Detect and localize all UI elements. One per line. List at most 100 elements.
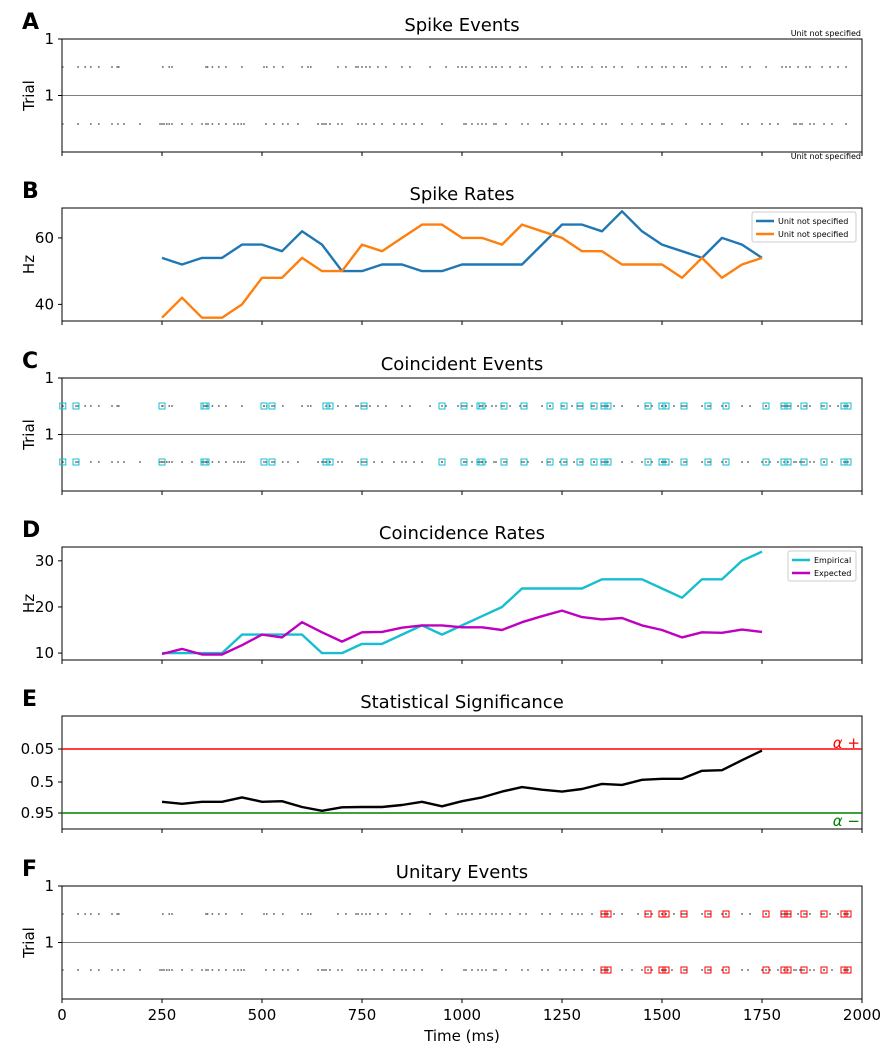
spike-mark	[541, 123, 543, 125]
x-tick-label: 1000	[443, 1006, 481, 1024]
spike-mark	[445, 913, 447, 915]
spike-mark	[361, 461, 363, 463]
spike-mark	[571, 913, 573, 915]
spike-mark	[843, 405, 845, 407]
spike-mark	[621, 913, 623, 915]
spike-mark	[211, 405, 214, 407]
x-tick-label: 0	[57, 1006, 67, 1024]
spike-mark	[721, 969, 723, 971]
spike-mark	[409, 913, 411, 915]
coincidence-marker	[604, 458, 612, 466]
spike-mark	[263, 66, 265, 68]
spike-mark	[413, 969, 415, 971]
unitary-event-marker	[704, 910, 712, 918]
spike-mark	[783, 405, 785, 407]
spike-mark	[665, 461, 667, 463]
spike-mark	[317, 123, 319, 125]
spike-mark	[116, 66, 119, 68]
spike-mark	[365, 66, 367, 68]
spike-mark	[111, 461, 113, 463]
spike-mark	[211, 123, 214, 125]
spike-mark	[795, 969, 797, 971]
spike-mark	[685, 913, 687, 915]
spike-mark	[681, 913, 683, 915]
spike-mark	[645, 913, 647, 915]
panel-letter: C	[22, 349, 38, 374]
unitary-event-marker	[644, 910, 652, 918]
coincidence-marker	[500, 402, 508, 410]
spike-mark	[505, 123, 507, 125]
spike-mark	[671, 123, 673, 125]
spike-mark	[77, 123, 79, 125]
spike-mark	[605, 913, 607, 915]
spike-mark	[393, 123, 395, 125]
spike-mark	[373, 123, 375, 125]
spike-mark	[385, 66, 387, 68]
spike-mark	[163, 969, 165, 971]
spike-mark	[809, 123, 811, 125]
coincidence-marker	[438, 402, 446, 410]
spike-mark	[637, 913, 639, 915]
spike-mark	[661, 66, 663, 68]
unitary-event-marker	[722, 966, 730, 974]
spike-mark	[161, 405, 163, 407]
spike-mark	[117, 123, 119, 125]
spike-mark	[171, 123, 173, 125]
spike-mark	[401, 66, 403, 68]
spike-mark	[803, 969, 805, 971]
spike-mark	[605, 123, 607, 125]
spike-mark	[117, 461, 119, 463]
spike-mark	[381, 461, 383, 463]
series-line-2	[161, 223, 763, 319]
spike-mark	[787, 461, 789, 463]
spike-mark	[565, 123, 567, 125]
spike-mark	[519, 66, 521, 68]
spike-mark	[323, 461, 325, 463]
spike-mark	[781, 405, 783, 407]
spike-mark	[651, 405, 653, 407]
spike-mark	[601, 913, 603, 915]
legend-box	[751, 211, 857, 243]
spike-mark	[685, 461, 687, 463]
spike-mark	[805, 405, 807, 407]
coincidence-marker	[326, 402, 334, 410]
series-line-2	[161, 609, 763, 656]
spike-mark	[207, 461, 209, 463]
spike-mark	[601, 461, 603, 463]
spike-mark	[685, 405, 687, 407]
spike-mark	[471, 461, 473, 463]
spike-mark	[159, 969, 161, 971]
unitary-event-marker	[644, 966, 652, 974]
spike-mark	[799, 123, 801, 125]
spike-mark	[803, 405, 805, 407]
spike-mark	[769, 461, 771, 463]
coincidence-marker	[658, 402, 666, 410]
coincidence-marker	[360, 458, 368, 466]
spike-mark	[463, 461, 465, 463]
spike-mark	[683, 969, 685, 971]
spike-mark	[641, 969, 643, 971]
coincidence-marker	[662, 402, 670, 410]
spike-mark	[357, 461, 359, 463]
spike-mark	[559, 461, 561, 463]
unitary-event-marker	[820, 910, 828, 918]
spike-mark	[297, 969, 299, 971]
coincidence-marker	[322, 458, 330, 466]
spike-mark	[421, 461, 423, 463]
spike-mark	[493, 461, 495, 463]
spike-mark	[241, 66, 243, 68]
spike-mark	[116, 913, 119, 915]
spike-mark	[369, 405, 371, 407]
spike-mark	[161, 66, 164, 68]
coincidence-marker	[478, 458, 486, 466]
spike-mark	[829, 913, 831, 915]
spike-mark	[457, 913, 459, 915]
spike-mark	[329, 405, 331, 407]
spike-mark	[263, 913, 265, 915]
spike-mark	[725, 66, 727, 68]
y-tick-label: 1	[44, 369, 54, 387]
spike-mark	[89, 461, 92, 463]
spike-mark	[647, 913, 649, 915]
spike-mark	[301, 913, 303, 915]
spike-mark	[84, 66, 87, 68]
